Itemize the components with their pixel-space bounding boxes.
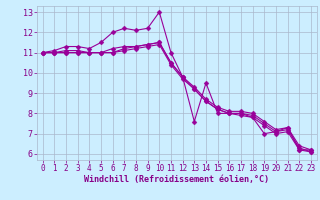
X-axis label: Windchill (Refroidissement éolien,°C): Windchill (Refroidissement éolien,°C) [84, 175, 269, 184]
